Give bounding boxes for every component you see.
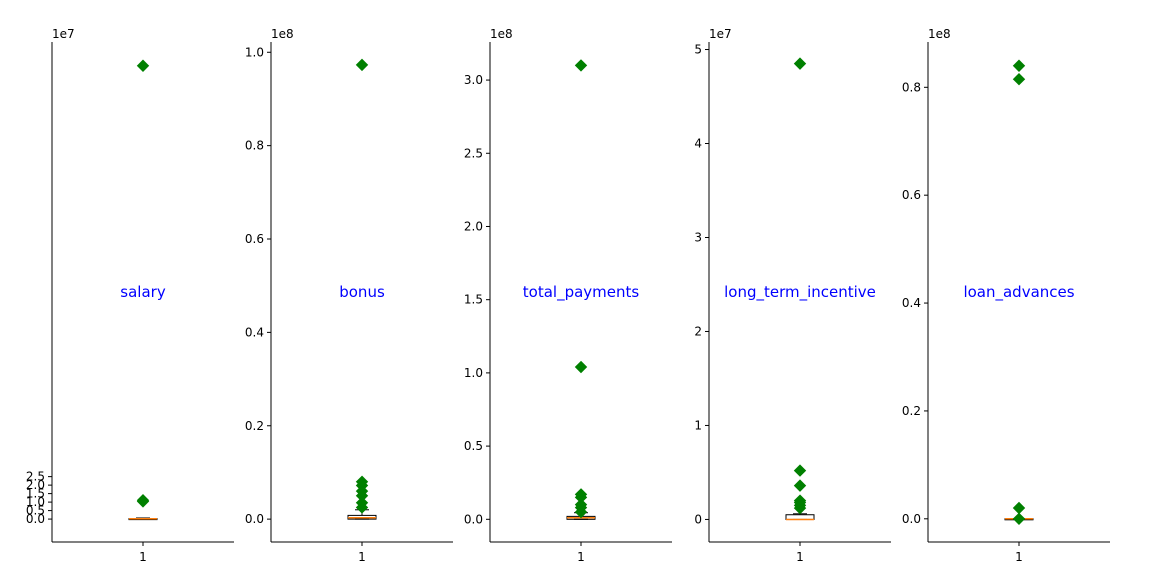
- y-tick-label: 1.0: [464, 366, 483, 380]
- flier-point: [793, 494, 807, 507]
- y-tick-label: 0.5: [464, 439, 483, 453]
- x-tick-label: 1: [358, 550, 366, 564]
- y-tick-label: 0.4: [902, 296, 921, 310]
- y-tick-label: 0.4: [245, 325, 264, 339]
- y-tick-label: 5: [694, 43, 702, 57]
- y-tick-label: 1.0: [245, 45, 264, 59]
- panel-annotation: total_payments: [523, 283, 640, 302]
- y-tick-label: 0.8: [902, 80, 921, 94]
- x-tick-label: 1: [577, 550, 585, 564]
- y-exponent-label: 1e8: [271, 27, 294, 41]
- y-tick-label: 0.6: [245, 232, 264, 246]
- flier-point: [355, 475, 369, 488]
- y-tick-label: 0: [694, 512, 702, 526]
- panel-annotation: salary: [120, 283, 166, 301]
- y-tick-label: 4: [694, 137, 702, 151]
- flier-point: [355, 496, 369, 509]
- panel-annotation: bonus: [339, 283, 385, 301]
- flier-point: [136, 494, 150, 507]
- panel-salary: 0.00.51.01.52.02.5 1e7 1 salary: [26, 27, 234, 564]
- y-tick-label: 0.6: [902, 188, 921, 202]
- y-tick-label: 0.0: [464, 512, 483, 526]
- flier-point: [574, 59, 588, 72]
- flier-point: [1012, 512, 1026, 526]
- flier-point: [793, 464, 807, 477]
- flier-point: [355, 58, 369, 72]
- y-exponent-label: 1e7: [52, 27, 75, 41]
- y-tick-label: 0.0: [245, 512, 264, 526]
- y-tick-label: 2.0: [26, 478, 45, 492]
- panel-bonus: 0.0 0.2 0.4 0.6 0.8 1.0 1e8 1 bonus: [245, 27, 453, 564]
- flier-point: [1012, 73, 1026, 86]
- y-tick-label: 0.0: [902, 512, 921, 526]
- flier-point: [574, 498, 588, 511]
- flier-point: [136, 59, 150, 72]
- flier-point: [793, 479, 807, 492]
- flier-point: [793, 57, 807, 70]
- panel-total_payments: 0.0 0.5 1.0 1.5 2.0 2.5 3.0 1e8 1 total_payments: [464, 27, 672, 564]
- y-tick-label: 0.5: [26, 504, 45, 518]
- y-tick-label: 1.0: [26, 495, 45, 509]
- y-tick-label: 0.8: [245, 139, 264, 153]
- y-tick-label: 3: [694, 230, 702, 244]
- flier-point: [1012, 59, 1026, 72]
- y-exponent-label: 1e7: [709, 27, 732, 41]
- y-tick-label: 1.5: [464, 293, 483, 307]
- x-tick-label: 1: [139, 550, 147, 564]
- y-exponent-label: 1e8: [490, 27, 513, 41]
- y-tick-label: 0.2: [902, 404, 921, 418]
- y-tick-label: 2.5: [26, 470, 45, 484]
- flier-point: [1012, 501, 1026, 515]
- x-tick-label: 1: [796, 550, 804, 564]
- y-tick-label: 2.0: [464, 219, 483, 233]
- x-tick-label: 1: [1015, 550, 1023, 564]
- y-tick-label: 1: [694, 418, 702, 432]
- flier-point: [574, 488, 588, 501]
- panel-loan_advances: 0.0 0.2 0.4 0.6 0.8 1e8 1 loan_advances: [902, 27, 1110, 564]
- y-tick-label: 0.2: [245, 419, 264, 433]
- panel-long_term_incentive: 0 1 2 3 4 5 1e7 1 long_term_incentive: [694, 27, 891, 564]
- y-tick-label: 2.5: [464, 146, 483, 160]
- flier-point: [574, 360, 588, 374]
- panel-annotation: loan_advances: [963, 283, 1074, 302]
- y-tick-label: 0.0: [26, 512, 45, 526]
- y-tick-label: 1.5: [26, 487, 45, 501]
- panel-annotation: long_term_incentive: [724, 283, 876, 302]
- y-exponent-label: 1e8: [928, 27, 951, 41]
- y-tick-label: 2: [694, 324, 702, 338]
- y-tick-label: 3.0: [464, 73, 483, 87]
